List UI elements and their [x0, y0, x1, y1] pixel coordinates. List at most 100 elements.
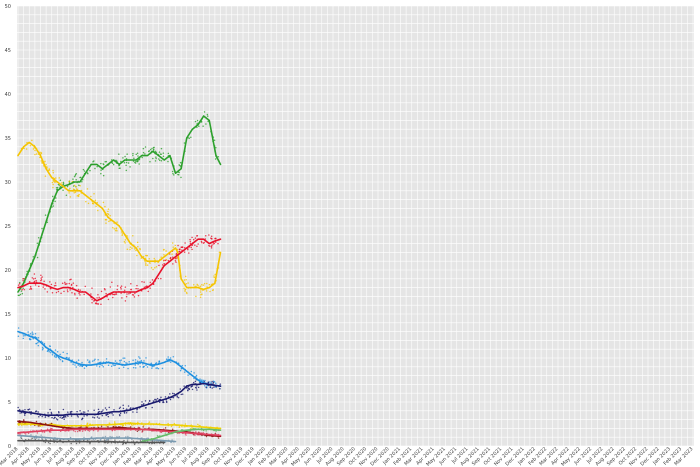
poll-point [35, 410, 38, 412]
poll-point [26, 270, 28, 273]
poll-point [98, 296, 100, 299]
poll-point [112, 296, 114, 299]
poll-point [193, 372, 195, 374]
poll-point [125, 169, 128, 172]
poll-point [127, 435, 129, 438]
trend-line-9 [140, 428, 222, 443]
poll-point [100, 303, 102, 306]
poll-point [152, 157, 154, 160]
poll-point [67, 415, 69, 417]
poll-point [83, 367, 86, 369]
poll-point [96, 297, 98, 299]
poll-point [37, 337, 40, 339]
y-tick-label: 10 [5, 356, 11, 362]
poll-point [124, 300, 127, 302]
poll-point [18, 421, 20, 424]
poll-point [163, 262, 165, 265]
poll-point [118, 407, 121, 410]
poll-point [156, 367, 158, 369]
poll-point [195, 387, 198, 389]
poll-point [122, 366, 125, 369]
poll-point [119, 412, 122, 415]
poll-point [17, 406, 19, 409]
poll-point [201, 293, 203, 295]
poll-point [126, 235, 129, 237]
poll-point [185, 291, 188, 294]
poll-point [210, 245, 213, 248]
poll-point [165, 400, 168, 403]
poll-point [171, 428, 174, 430]
poll-point [29, 288, 31, 290]
poll-point [50, 351, 52, 354]
poll-point [77, 195, 80, 198]
poll-point [44, 288, 46, 290]
poll-point [69, 279, 71, 281]
poll-point [144, 146, 147, 148]
poll-point [180, 393, 183, 396]
poll-point [154, 160, 157, 162]
poll-point [211, 380, 213, 383]
poll-point [97, 209, 99, 212]
poll-point [100, 169, 102, 171]
poll-point [53, 417, 55, 420]
poll-point [188, 137, 191, 140]
poll-point [183, 279, 186, 281]
poll-point [100, 425, 103, 427]
poll-point [138, 163, 140, 165]
poll-point [86, 172, 89, 174]
poll-point [133, 248, 136, 250]
poll-point [93, 160, 95, 162]
poll-point [100, 290, 103, 293]
poll-point [148, 426, 150, 429]
poll-point [197, 243, 199, 245]
poll-point [151, 279, 154, 281]
poll-point [136, 284, 138, 287]
poll-point [68, 282, 71, 285]
poll-point [160, 396, 162, 399]
poll-point [136, 411, 138, 413]
poll-point [27, 409, 30, 411]
poll-point [79, 294, 81, 296]
poll-point [115, 228, 117, 230]
poll-point [66, 352, 68, 355]
trend-line-10 [17, 439, 166, 444]
poll-point [28, 438, 30, 441]
poll-point [212, 381, 215, 384]
poll-point [213, 139, 216, 142]
poll-point [137, 294, 140, 297]
poll-point [198, 125, 200, 128]
poll-point [190, 370, 193, 373]
poll-point [39, 151, 41, 153]
poll-point [172, 172, 174, 175]
poll-point [157, 158, 160, 160]
poll-point [119, 361, 121, 363]
poll-point [96, 165, 98, 168]
poll-point [145, 264, 147, 266]
poll-point [121, 297, 123, 299]
poll-point [112, 163, 115, 166]
poll-point [123, 360, 126, 363]
poll-point [44, 214, 47, 216]
poll-point [190, 246, 192, 249]
y-tick-label: 30 [5, 180, 11, 186]
poll-point [189, 240, 192, 243]
poll-point [137, 287, 139, 290]
poll-point [107, 298, 110, 301]
poll-point [105, 409, 108, 411]
poll-point [142, 426, 144, 428]
poll-point [75, 442, 78, 445]
poll-point [93, 192, 95, 195]
poll-point [202, 125, 204, 127]
poll-point [125, 161, 128, 164]
poll-point [169, 361, 172, 363]
poll-point [58, 356, 60, 359]
poll-point [215, 430, 217, 432]
poll-point [184, 423, 187, 425]
poll-point [160, 147, 163, 150]
poll-point [31, 277, 34, 279]
poll-point [185, 279, 187, 281]
poll-point [72, 429, 75, 432]
poll-point [35, 279, 37, 282]
poll-point [59, 185, 62, 188]
poll-point [170, 425, 173, 428]
